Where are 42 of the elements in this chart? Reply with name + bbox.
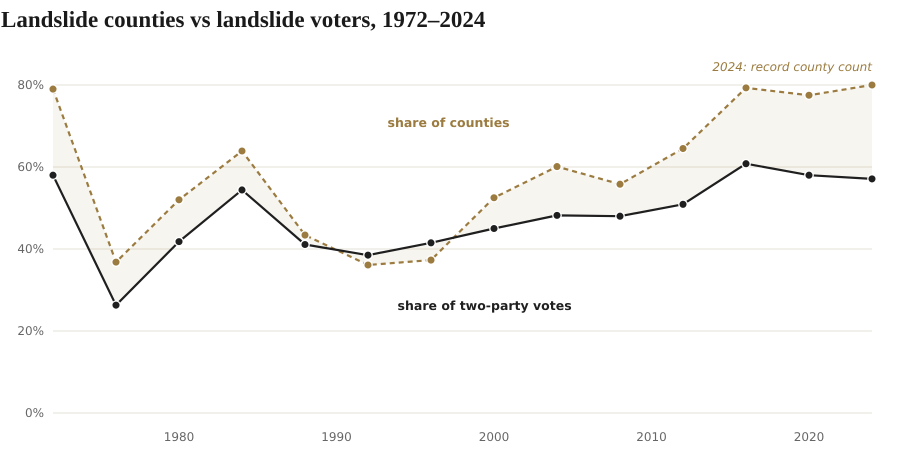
point <box>741 158 751 169</box>
y-tick-label: 20% <box>17 324 44 338</box>
point <box>237 146 247 156</box>
annotation: 2024: record county count <box>712 60 874 74</box>
x-tick-label: 2010 <box>636 430 667 444</box>
point <box>615 211 625 222</box>
point <box>489 224 499 234</box>
point <box>741 83 751 93</box>
point <box>363 260 373 270</box>
x-tick-label: 1990 <box>321 430 352 444</box>
y-tick-label: 60% <box>17 160 44 174</box>
y-tick-label: 80% <box>17 78 44 92</box>
point <box>300 240 310 250</box>
y-tick-label: 0% <box>24 406 44 420</box>
point <box>174 236 184 246</box>
point <box>867 174 877 184</box>
point <box>48 170 58 180</box>
point <box>111 300 121 310</box>
point <box>174 194 184 205</box>
x-tick-label: 2020 <box>794 430 824 444</box>
point <box>300 230 310 240</box>
point <box>426 255 436 265</box>
point <box>111 257 121 267</box>
point <box>552 162 562 172</box>
y-tick-label: 40% <box>17 242 44 256</box>
point <box>804 90 814 100</box>
point <box>363 250 373 260</box>
x-tick-label: 1980 <box>164 430 194 444</box>
point <box>678 144 688 154</box>
point <box>426 238 436 248</box>
text: share of two-party votes <box>398 298 572 313</box>
x-tick-label: 2000 <box>478 430 510 444</box>
point <box>867 80 877 90</box>
point <box>489 192 499 203</box>
chart-title: Landslide counties vs landslide voters, 1972–2024 <box>1 7 486 32</box>
point <box>552 210 562 220</box>
point <box>615 179 625 190</box>
text: share of counties <box>388 115 510 130</box>
point <box>678 199 688 210</box>
point <box>237 185 247 195</box>
point <box>48 84 58 94</box>
point <box>804 170 814 180</box>
